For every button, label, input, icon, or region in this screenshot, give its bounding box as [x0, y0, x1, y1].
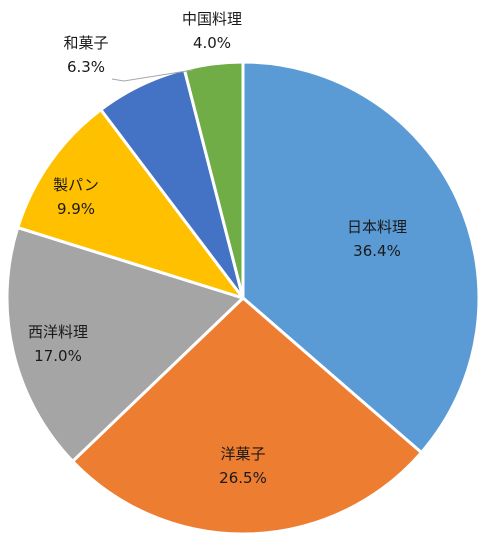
slice-yougashi	[71, 296, 423, 536]
slice-value-yougashi: 26.5%	[219, 469, 267, 487]
leader-line-wagashi	[111, 69, 194, 82]
slice-value-seipan: 9.9%	[57, 200, 95, 218]
slice-label-seipan: 製パン	[53, 176, 99, 194]
slice-nihon-ryouri	[241, 60, 481, 455]
slice-label-seiyou-ryouri: 西洋料理	[28, 323, 88, 341]
slice-seiyou-ryouri	[5, 226, 245, 463]
slice-seipan	[16, 108, 245, 300]
slice-chuugoku-ryouri	[182, 60, 245, 300]
slice-label-yougashi: 洋菓子	[220, 445, 265, 463]
slice-value-seiyou-ryouri: 17.0%	[34, 347, 82, 365]
slice-value-nihon-ryouri: 36.4%	[353, 242, 401, 260]
slice-label-wagashi: 和菓子	[63, 34, 108, 52]
slice-value-wagashi: 6.3%	[67, 58, 105, 76]
pie-labels: 日本料理 36.4% 洋菓子 26.5% 西洋料理 17.0% 製パン 9.9% 和菓子 6.3%…	[28, 10, 407, 487]
pie-slices	[5, 60, 481, 536]
slice-value-chuugoku-ryouri: 4.0%	[193, 34, 231, 52]
slice-label-nihon-ryouri: 日本料理	[347, 218, 407, 236]
slice-label-chuugoku-ryouri: 中国料理	[182, 10, 242, 28]
